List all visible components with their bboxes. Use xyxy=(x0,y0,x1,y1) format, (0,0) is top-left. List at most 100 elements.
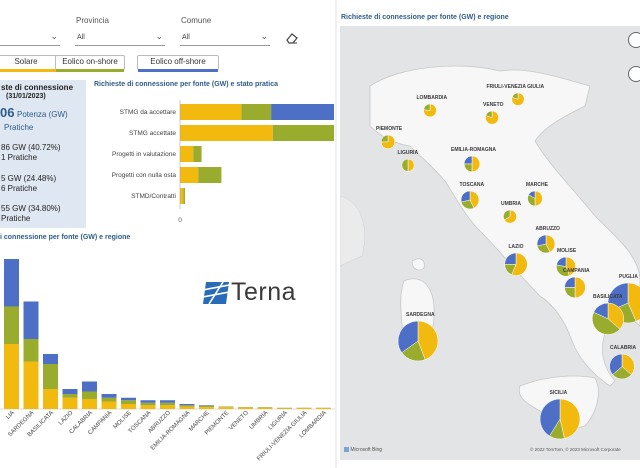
provincia-select[interactable]: All ⌄ xyxy=(75,31,165,46)
map-region-label: TOSCANA xyxy=(459,182,485,188)
kpi-onshore-gw: 5 GW (24.48%) xyxy=(1,174,57,183)
regione-bar-segment xyxy=(160,402,175,406)
solare-chip-label: Solare xyxy=(14,57,38,66)
stato-category-label: STMG da accettare xyxy=(120,109,177,116)
regione-bar-segment xyxy=(4,259,19,307)
map-pie-slice xyxy=(460,190,471,203)
map-pie-slice xyxy=(564,287,576,299)
kpi-total-unit: Potenza (GW) xyxy=(17,110,68,119)
regione-bar-segment xyxy=(121,397,136,401)
regione-bar-segment xyxy=(277,408,292,409)
bing-logo-icon xyxy=(344,447,349,453)
map-pie-slice xyxy=(511,252,528,276)
kpi-date: (31/01/2023) xyxy=(6,93,46,100)
regione-bar-segment xyxy=(277,407,292,409)
regione-bar-segment xyxy=(121,404,136,409)
map-pie-slice xyxy=(536,234,547,247)
regione-bar-segment xyxy=(82,391,97,399)
map-pie-slice xyxy=(528,190,536,199)
regione-chart-title: i connessione per fonte (GW) e regione xyxy=(0,234,131,241)
map-pie-slice xyxy=(559,398,581,439)
map-region-label: EMILIA-ROMAGNA xyxy=(451,147,496,153)
map-zoom-control[interactable] xyxy=(628,32,640,48)
map-region-label: LIGURIA xyxy=(397,150,419,156)
bing-attribution: Microsoft Bing xyxy=(344,447,382,453)
solare-chip[interactable]: Solare xyxy=(0,55,62,72)
stato-bar-segment xyxy=(272,125,334,141)
map-pie-slice xyxy=(397,320,419,353)
kpi-solare-pratiche: 1 Pratiche xyxy=(1,153,38,162)
map-pie-slice xyxy=(539,398,561,437)
map-pie-slice xyxy=(591,311,621,335)
regione-bar-segment xyxy=(23,301,39,339)
kpi-solare-gw: 86 GW (40.72%) xyxy=(1,143,61,152)
stato-bar-segment xyxy=(180,125,273,141)
stato-bar-segment xyxy=(180,146,194,162)
kpi-title: ste di connessione xyxy=(1,83,74,92)
map-region-label: MOLISE xyxy=(557,248,577,254)
eraser-icon[interactable] xyxy=(285,31,299,44)
regione-category-label: LAZIO xyxy=(58,410,75,427)
regione-bar-segment xyxy=(296,408,312,409)
map-pie-slice xyxy=(503,209,511,221)
regione-bar-segment xyxy=(62,397,78,409)
regione-bar-segment xyxy=(82,399,97,409)
regione-bar-segment xyxy=(179,406,195,409)
map-pie-slice xyxy=(485,110,493,118)
solare-chip-bar xyxy=(0,69,61,72)
map-reset-control[interactable] xyxy=(628,66,640,82)
first-filter-select[interactable]: ⌄ xyxy=(0,31,60,46)
regione-bar-segment xyxy=(257,407,273,408)
terna-logo: Terna xyxy=(176,236,336,350)
map-region-label: UMBRIA xyxy=(501,201,521,207)
italy-map-shape xyxy=(340,26,640,460)
regione-bar-segment xyxy=(179,405,195,407)
stato-category-label: STMD/Contratti xyxy=(131,193,176,200)
regione-bar-segment xyxy=(140,405,156,409)
map-region-label: PUGLIA xyxy=(619,274,638,280)
regione-bar-segment xyxy=(62,389,78,394)
chevron-down-icon: ⌄ xyxy=(155,31,163,41)
map-region-label: ABRUZZO xyxy=(535,226,560,232)
comune-select[interactable]: All ⌄ xyxy=(180,31,270,46)
map-pie-slice xyxy=(545,234,556,253)
onshore-chip[interactable]: Eolico on-shore xyxy=(55,55,125,72)
map-pie-layer xyxy=(380,92,640,440)
regione-bar-segment xyxy=(218,407,234,409)
map-region-label: LAZIO xyxy=(508,244,524,250)
map-pie-slice xyxy=(423,103,431,111)
map-region-label: PIEMONTE xyxy=(376,126,403,132)
regione-bar-segment xyxy=(179,404,195,406)
regione-bar-segment xyxy=(238,407,253,409)
map-pie-slice xyxy=(574,276,586,299)
italy-map[interactable]: LOMBARDIA FRIULI-VENEZIA GIULIA VENETO PIEM… xyxy=(340,26,640,460)
stato-chart: STMG da accettare STMG accettate Progetti … xyxy=(112,100,334,224)
regione-bar-segment xyxy=(43,389,58,409)
onshore-chip-label: Eolico on-shore xyxy=(62,57,118,66)
map-pie-slice xyxy=(556,256,567,267)
map-pie-slice xyxy=(463,155,473,165)
map-pie-slice xyxy=(503,209,517,224)
panel-separator xyxy=(335,0,337,468)
map-pie-slice xyxy=(401,158,409,172)
map-pie-slice xyxy=(565,256,576,276)
stato-bar-segment xyxy=(198,167,222,183)
regione-bar-segment xyxy=(101,394,117,398)
regione-bar-segment xyxy=(43,354,58,364)
map-pie-slice xyxy=(621,353,635,375)
regione-category-label: LIA xyxy=(5,410,16,421)
regione-bar-segment xyxy=(160,405,175,409)
regione-bar-segment xyxy=(160,400,175,403)
chevron-down-icon: ⌄ xyxy=(260,31,268,41)
map-pie-slice xyxy=(607,302,624,330)
map-pie-slice xyxy=(593,302,609,320)
regione-bar-segment xyxy=(316,408,331,409)
tomtom-attribution: © 2022 TomTom, © 2023 Microsoft Corporat… xyxy=(530,447,621,452)
offshore-chip[interactable]: Eolico off-shore xyxy=(137,55,219,72)
regione-bar-segment xyxy=(62,394,78,398)
regione-bar-segment xyxy=(140,402,156,406)
regione-bar-segment xyxy=(140,400,156,403)
regione-bar-segment xyxy=(257,407,273,409)
stato-bar-segment xyxy=(180,167,199,183)
regione-bar-segment xyxy=(4,306,19,344)
